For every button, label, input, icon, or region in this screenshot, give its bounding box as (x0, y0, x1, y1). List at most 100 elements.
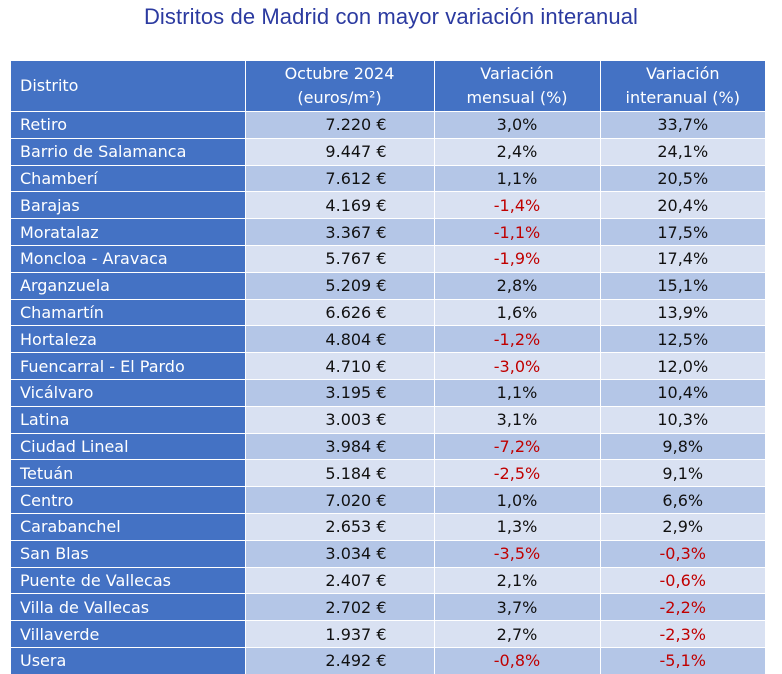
price-cell: 2.492 € (244, 646, 434, 674)
annual-variation-cell: 20,5% (599, 164, 765, 192)
annual-variation-cell: 9,1% (599, 459, 765, 487)
district-name-cell: Moratalaz (11, 218, 245, 246)
table-row: Barrio de Salamanca 9.447 €2,4% 24,1% (11, 137, 765, 166)
district-name-cell: Moncloa - Aravaca (11, 244, 245, 273)
district-name-cell: Villaverde (11, 620, 245, 648)
annual-variation-cell: 24,1% (599, 137, 765, 166)
annual-variation-cell: 2,9% (599, 512, 765, 541)
district-name-cell: Arganzuela (11, 271, 245, 300)
annual-variation-cell: -0,3% (599, 539, 765, 568)
table-row: Arganzuela 5.209 €2,8% 15,1% (11, 271, 765, 300)
monthly-variation-cell: 1,0% (433, 486, 600, 514)
price-cell: 2.407 € (244, 566, 434, 594)
district-name-cell: Chamartín (11, 298, 245, 326)
district-name-cell: Hortaleza (11, 325, 245, 353)
table-row: Villa de Vallecas 2.702 €3,7% -2,2% (11, 593, 765, 621)
price-cell: 4.169 € (244, 191, 434, 219)
district-name-cell: Fuencarral - El Pardo (11, 352, 245, 380)
monthly-variation-cell: 2,4% (433, 137, 600, 166)
price-cell: 4.804 € (244, 325, 434, 353)
monthly-variation-cell: -1,1% (433, 218, 600, 246)
monthly-variation-cell: -1,2% (433, 325, 600, 353)
table-row: Moncloa - Aravaca 5.767 € -1,9% 17,4% (11, 244, 765, 273)
header-price-line1: Octubre 2024 (284, 64, 395, 83)
header-annual: Variación interanual (%) (599, 61, 765, 112)
district-name-cell: Carabanchel (11, 512, 245, 541)
header-monthly: Variación mensual (%) (433, 61, 600, 112)
annual-variation-cell: -0,6% (599, 566, 765, 594)
monthly-variation-cell: 1,3% (433, 512, 600, 541)
price-cell: 3.984 € (244, 432, 434, 460)
annual-variation-cell: -5,1% (599, 646, 765, 674)
table-row: Retiro 7.220 €3,0% 33,7% (11, 111, 765, 139)
price-cell: 5.209 € (244, 271, 434, 300)
district-name-cell: Barrio de Salamanca (11, 137, 245, 166)
table-row: Barajas 4.169 € -1,4% 20,4% (11, 191, 765, 219)
price-cell: 7.020 € (244, 486, 434, 514)
table-row: Latina 3.003 €3,1% 10,3% (11, 405, 765, 434)
monthly-variation-cell: -1,9% (433, 244, 600, 273)
table-header-row: Distrito Octubre 2024 (euros/m²) Variació… (11, 61, 765, 112)
table-row: Tetuán 5.184 € -2,5% 9,1% (11, 459, 765, 487)
monthly-variation-cell: 1,6% (433, 298, 600, 326)
district-name-cell: San Blas (11, 539, 245, 568)
price-cell: 5.184 € (244, 459, 434, 487)
table-row: Villaverde 1.937 €2,7% -2,3% (11, 620, 765, 648)
annual-variation-cell: 12,5% (599, 325, 765, 353)
price-cell: 2.702 € (244, 593, 434, 621)
district-name-cell: Retiro (11, 111, 245, 139)
district-name-cell: Barajas (11, 191, 245, 219)
header-monthly-line2: mensual (%) (466, 88, 568, 107)
table-row: Chamartín 6.626 €1,6% 13,9% (11, 298, 765, 326)
monthly-variation-cell: -3,0% (433, 352, 600, 380)
header-annual-line1: Variación (645, 64, 720, 83)
price-cell: 5.767 € (244, 244, 434, 273)
district-table: Distrito Octubre 2024 (euros/m²) Variació… (11, 61, 765, 674)
district-name-cell: Puente de Vallecas (11, 566, 245, 594)
page-title: Distritos de Madrid con mayor variación … (143, 4, 639, 29)
price-cell: 6.626 € (244, 298, 434, 326)
table-row: Usera 2.492 € -0,8% -5,1% (11, 646, 765, 674)
annual-variation-cell: 13,9% (599, 298, 765, 326)
district-name-cell: Chamberí (11, 164, 245, 192)
price-cell: 3.003 € (244, 405, 434, 434)
price-cell: 9.447 € (244, 137, 434, 166)
monthly-variation-cell: -2,5% (433, 459, 600, 487)
annual-variation-cell: 33,7% (599, 111, 765, 139)
annual-variation-cell: 10,4% (599, 378, 765, 407)
table-row: Hortaleza 4.804 € -1,2% 12,5% (11, 325, 765, 353)
price-cell: 7.612 € (244, 164, 434, 192)
header-district-label: Distrito (20, 76, 79, 95)
monthly-variation-cell: 2,7% (433, 620, 600, 648)
annual-variation-cell: 17,5% (599, 218, 765, 246)
price-cell: 3.034 € (244, 539, 434, 568)
table-row: Vicálvaro 3.195 €1,1% 10,4% (11, 378, 765, 407)
price-cell: 3.367 € (244, 218, 434, 246)
district-name-cell: Usera (11, 646, 245, 674)
monthly-variation-cell: 3,0% (433, 111, 600, 139)
header-price: Octubre 2024 (euros/m²) (244, 61, 434, 112)
price-cell: 7.220 € (244, 111, 434, 139)
table-row: Ciudad Lineal 3.984 € -7,2% 9,8% (11, 432, 765, 460)
header-district: Distrito (11, 61, 245, 112)
district-name-cell: Tetuán (11, 459, 245, 487)
header-monthly-line1: Variación (480, 64, 554, 83)
monthly-variation-cell: 3,7% (433, 593, 600, 621)
monthly-variation-cell: -7,2% (433, 432, 600, 460)
price-cell: 4.710 € (244, 352, 434, 380)
header-price-line2: (euros/m²) (297, 88, 382, 107)
price-cell: 3.195 € (244, 378, 434, 407)
annual-variation-cell: -2,3% (599, 620, 765, 648)
annual-variation-cell: 6,6% (599, 486, 765, 514)
annual-variation-cell: 12,0% (599, 352, 765, 380)
district-name-cell: Ciudad Lineal (11, 432, 245, 460)
monthly-variation-cell: 2,1% (433, 566, 600, 594)
header-annual-line2: interanual (%) (625, 88, 740, 107)
price-cell: 2.653 € (244, 512, 434, 541)
table-row: Carabanchel 2.653 €1,3% 2,9% (11, 512, 765, 541)
district-name-cell: Centro (11, 486, 245, 514)
table-row: Puente de Vallecas 2.407 €2,1% -0,6% (11, 566, 765, 594)
district-name-cell: Vicálvaro (11, 378, 245, 407)
annual-variation-cell: 9,8% (599, 432, 765, 460)
district-name-cell: Latina (11, 405, 245, 434)
